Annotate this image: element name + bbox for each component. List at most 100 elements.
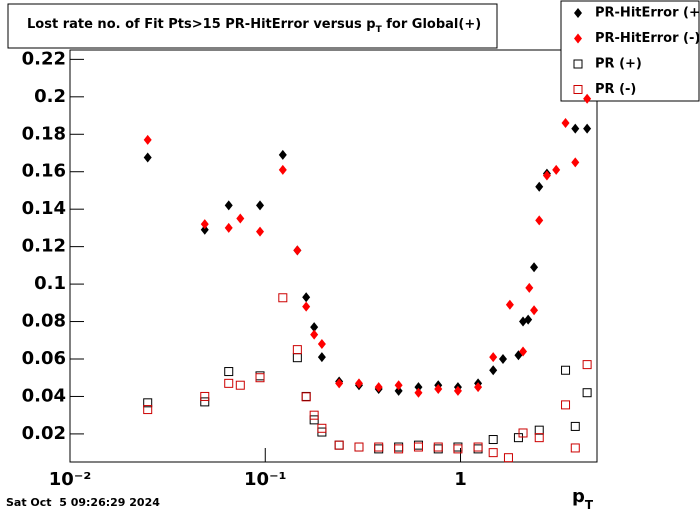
marker bbox=[505, 299, 514, 310]
legend-label: PR-HitError (+) bbox=[595, 6, 700, 21]
marker bbox=[235, 380, 245, 390]
x-label-sub: T bbox=[585, 498, 594, 512]
x-tick-label: 10⁻¹ bbox=[244, 469, 286, 490]
marker bbox=[582, 360, 592, 370]
legend-marker bbox=[574, 33, 582, 44]
marker bbox=[310, 329, 319, 340]
marker bbox=[224, 367, 234, 377]
marker bbox=[354, 378, 363, 389]
marker bbox=[571, 123, 580, 134]
marker bbox=[498, 354, 507, 364]
marker bbox=[583, 123, 592, 134]
legend-marker bbox=[574, 8, 582, 18]
marker bbox=[310, 322, 319, 333]
marker bbox=[143, 134, 152, 145]
marker bbox=[519, 346, 528, 357]
marker bbox=[200, 219, 209, 230]
marker bbox=[474, 382, 483, 393]
marker bbox=[414, 387, 423, 398]
marker bbox=[293, 245, 302, 256]
marker bbox=[236, 213, 245, 224]
marker bbox=[535, 181, 544, 192]
marker bbox=[394, 442, 404, 452]
marker bbox=[292, 353, 302, 363]
marker bbox=[374, 444, 384, 454]
marker bbox=[583, 93, 592, 104]
marker bbox=[302, 292, 311, 303]
marker bbox=[561, 118, 570, 129]
marker bbox=[394, 385, 403, 396]
marker bbox=[200, 391, 210, 401]
plot-frame bbox=[69, 49, 598, 463]
marker bbox=[473, 444, 483, 454]
y-tick-label: 0.12 bbox=[22, 236, 66, 257]
legend-box bbox=[560, 0, 700, 102]
marker bbox=[542, 170, 551, 181]
marker bbox=[335, 378, 344, 389]
marker bbox=[334, 440, 344, 450]
marker bbox=[530, 305, 539, 316]
marker bbox=[317, 352, 326, 363]
timestamp: Sat Oct 5 09:26:29 2024 bbox=[6, 496, 160, 509]
marker bbox=[413, 440, 423, 450]
marker bbox=[292, 345, 302, 355]
marker bbox=[354, 442, 364, 452]
marker bbox=[513, 433, 523, 443]
marker bbox=[374, 382, 383, 393]
marker bbox=[301, 392, 311, 402]
marker bbox=[414, 382, 423, 393]
marker bbox=[582, 388, 592, 398]
legend-label: PR (+) bbox=[595, 57, 642, 72]
title-box bbox=[7, 3, 498, 49]
marker bbox=[256, 200, 265, 211]
y-tick-label: 0.08 bbox=[22, 311, 66, 332]
marker bbox=[525, 282, 534, 293]
marker bbox=[302, 301, 311, 312]
marker bbox=[255, 371, 265, 381]
marker bbox=[224, 378, 234, 388]
marker bbox=[489, 365, 498, 376]
marker bbox=[453, 385, 462, 396]
marker bbox=[489, 352, 498, 363]
marker bbox=[200, 397, 210, 407]
title-sub: T bbox=[376, 25, 383, 35]
y-tick-label: 0.1 bbox=[34, 273, 66, 294]
x-tick-label: 10⁻² bbox=[49, 469, 91, 490]
marker bbox=[374, 442, 384, 452]
y-tick-label: 0.04 bbox=[22, 385, 66, 406]
marker bbox=[334, 440, 344, 450]
marker bbox=[434, 383, 443, 394]
y-tick-label: 0.18 bbox=[22, 123, 66, 144]
marker bbox=[561, 400, 571, 410]
marker bbox=[394, 444, 404, 454]
marker bbox=[552, 164, 561, 175]
marker bbox=[317, 339, 326, 350]
marker bbox=[143, 152, 152, 163]
y-tick-label: 0.16 bbox=[22, 161, 66, 182]
marker bbox=[309, 410, 319, 420]
marker bbox=[535, 215, 544, 226]
legend-label: PR-HitError (-) bbox=[595, 31, 700, 46]
marker bbox=[433, 444, 443, 454]
y-tick-label: 0.2 bbox=[34, 86, 66, 107]
marker bbox=[413, 442, 423, 452]
title-text: Lost rate no. of Fit Pts>15 PR-HitError … bbox=[27, 17, 376, 32]
marker bbox=[488, 435, 498, 445]
marker bbox=[278, 164, 287, 175]
marker bbox=[278, 293, 288, 303]
marker bbox=[534, 425, 544, 435]
marker bbox=[453, 444, 463, 454]
marker bbox=[278, 149, 287, 160]
marker bbox=[433, 442, 443, 452]
y-tick-label: 0.14 bbox=[22, 198, 66, 219]
marker bbox=[224, 222, 233, 233]
y-tick-label: 0.06 bbox=[22, 348, 66, 369]
y-tick-label: 0.02 bbox=[22, 423, 66, 444]
marker bbox=[518, 428, 528, 438]
marker bbox=[571, 157, 580, 168]
legend-marker bbox=[573, 59, 583, 69]
marker bbox=[488, 448, 498, 458]
marker bbox=[143, 398, 153, 408]
marker bbox=[224, 200, 233, 211]
